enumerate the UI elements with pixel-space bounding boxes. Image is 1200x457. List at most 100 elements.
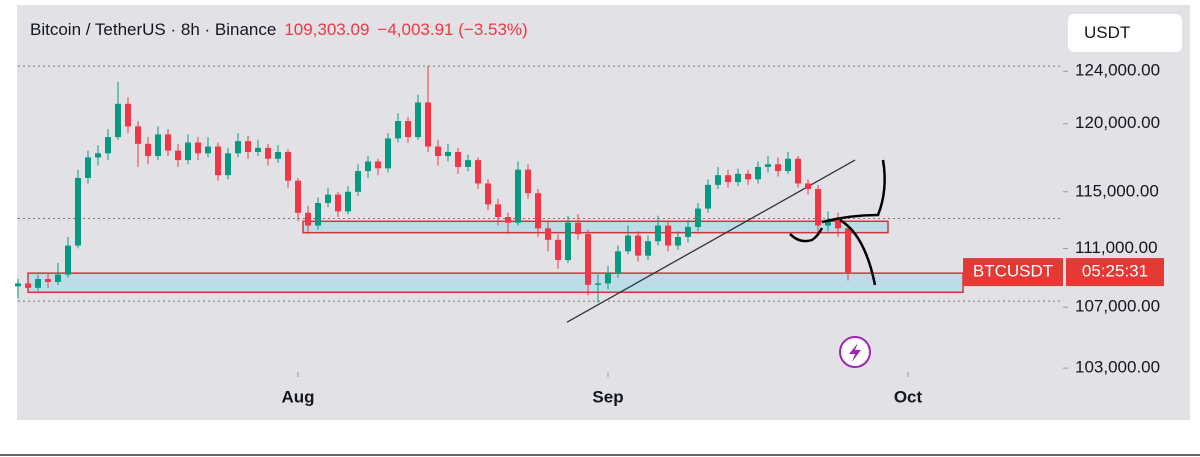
drawing [789, 227, 824, 243]
y-tick-label: 107,000.00 [1075, 297, 1160, 316]
currency-button[interactable]: USDT [1068, 14, 1182, 52]
candle-body [665, 225, 671, 246]
candle-body [605, 273, 611, 284]
candle-body [655, 225, 661, 242]
zone [302, 220, 889, 234]
candle-body [285, 151, 291, 181]
candle-body [335, 194, 341, 212]
candle-body [845, 228, 851, 274]
candle-body [265, 147, 271, 159]
candle-body [675, 236, 681, 246]
candle-body [705, 184, 711, 209]
drawing [821, 159, 886, 224]
header: Bitcoin / TetherUS · 8h · Binance 109,303… [30, 20, 528, 40]
last-price: 109,303.09 [284, 20, 370, 39]
candle-body [455, 151, 461, 167]
candle-body [235, 141, 241, 154]
candle-body [415, 102, 421, 138]
candle-body [535, 193, 541, 229]
drawing [839, 218, 877, 286]
plot-area [15, 65, 1068, 377]
y-tick-label: 111,000.00 [1075, 238, 1158, 257]
candle-body [765, 164, 771, 167]
candle-body [595, 283, 601, 285]
candle-body [465, 160, 471, 167]
candle-body [375, 161, 381, 169]
candle-body [555, 239, 561, 261]
countdown: 05:25:31 [1082, 262, 1148, 281]
candle-body [365, 161, 371, 172]
candle-body [255, 147, 261, 152]
symbol-label: BTCUSDT [973, 262, 1053, 281]
candle-body [405, 121, 411, 138]
chart-background [17, 5, 1190, 420]
candle-body [135, 126, 141, 144]
candle-body [195, 142, 201, 154]
candle-body [585, 234, 591, 285]
y-tick-label: 103,000.00 [1075, 358, 1160, 377]
candle-body [615, 251, 621, 274]
candle-body [205, 146, 211, 154]
candle-body [575, 222, 581, 235]
candle-body [625, 235, 631, 252]
x-tick-label: Sep [592, 387, 623, 406]
candle-body [505, 217, 511, 223]
symbol-label-bg [963, 258, 1063, 287]
candle-body [485, 183, 491, 205]
candle-body [745, 173, 751, 180]
candle-body [15, 283, 21, 287]
candle-body [755, 166, 761, 180]
candle-body [565, 222, 571, 261]
countdown-bg [1066, 258, 1164, 287]
price-change: −4,003.91 (−3.53%) [377, 20, 528, 39]
candle-body [715, 175, 721, 185]
candle-body [295, 180, 301, 213]
candle-body [315, 202, 321, 226]
alert-icon-bolt [849, 343, 861, 362]
candle-body [725, 175, 731, 183]
candle-body [165, 134, 171, 151]
candle-body [475, 160, 481, 184]
candle-body [105, 137, 111, 154]
candle-body [635, 235, 641, 256]
candle-body [275, 151, 281, 159]
candle-body [395, 121, 401, 139]
candle-body [735, 173, 741, 183]
candle-body [795, 158, 801, 184]
y-tick-label: 120,000.00 [1075, 113, 1160, 132]
candle-body [185, 142, 191, 161]
candle-body [425, 102, 431, 147]
candle-body [115, 103, 121, 138]
candle-body [145, 143, 151, 157]
candle-body [825, 219, 831, 226]
symbol-title: Bitcoin / TetherUS · 8h · Binance [30, 20, 277, 39]
candle-body [785, 158, 791, 172]
candle-body [685, 226, 691, 237]
candle-body [75, 177, 81, 246]
candle-body [435, 146, 441, 157]
candle-body [515, 169, 521, 223]
x-tick-label: Oct [894, 387, 923, 406]
candle-body [305, 212, 311, 226]
y-tick-label: 124,000.00 [1075, 61, 1160, 80]
candle-body [545, 228, 551, 240]
candle-body [215, 146, 221, 176]
candle-body [25, 283, 31, 288]
candle-body [155, 134, 161, 157]
candle-body [385, 138, 391, 169]
candle-body [805, 183, 811, 190]
candle-body [175, 150, 181, 161]
candle-body [35, 278, 41, 288]
candle-body [125, 103, 131, 127]
candle-body [525, 169, 531, 194]
candle-body [65, 245, 71, 275]
candle-body [225, 153, 231, 176]
candle-body [345, 191, 351, 212]
candle-body [775, 164, 781, 172]
candle-body [245, 141, 251, 152]
candle-body [325, 194, 331, 203]
y-tick-label: 115,000.00 [1075, 181, 1159, 200]
x-tick-label: Aug [281, 387, 314, 406]
candle-body [85, 157, 91, 178]
